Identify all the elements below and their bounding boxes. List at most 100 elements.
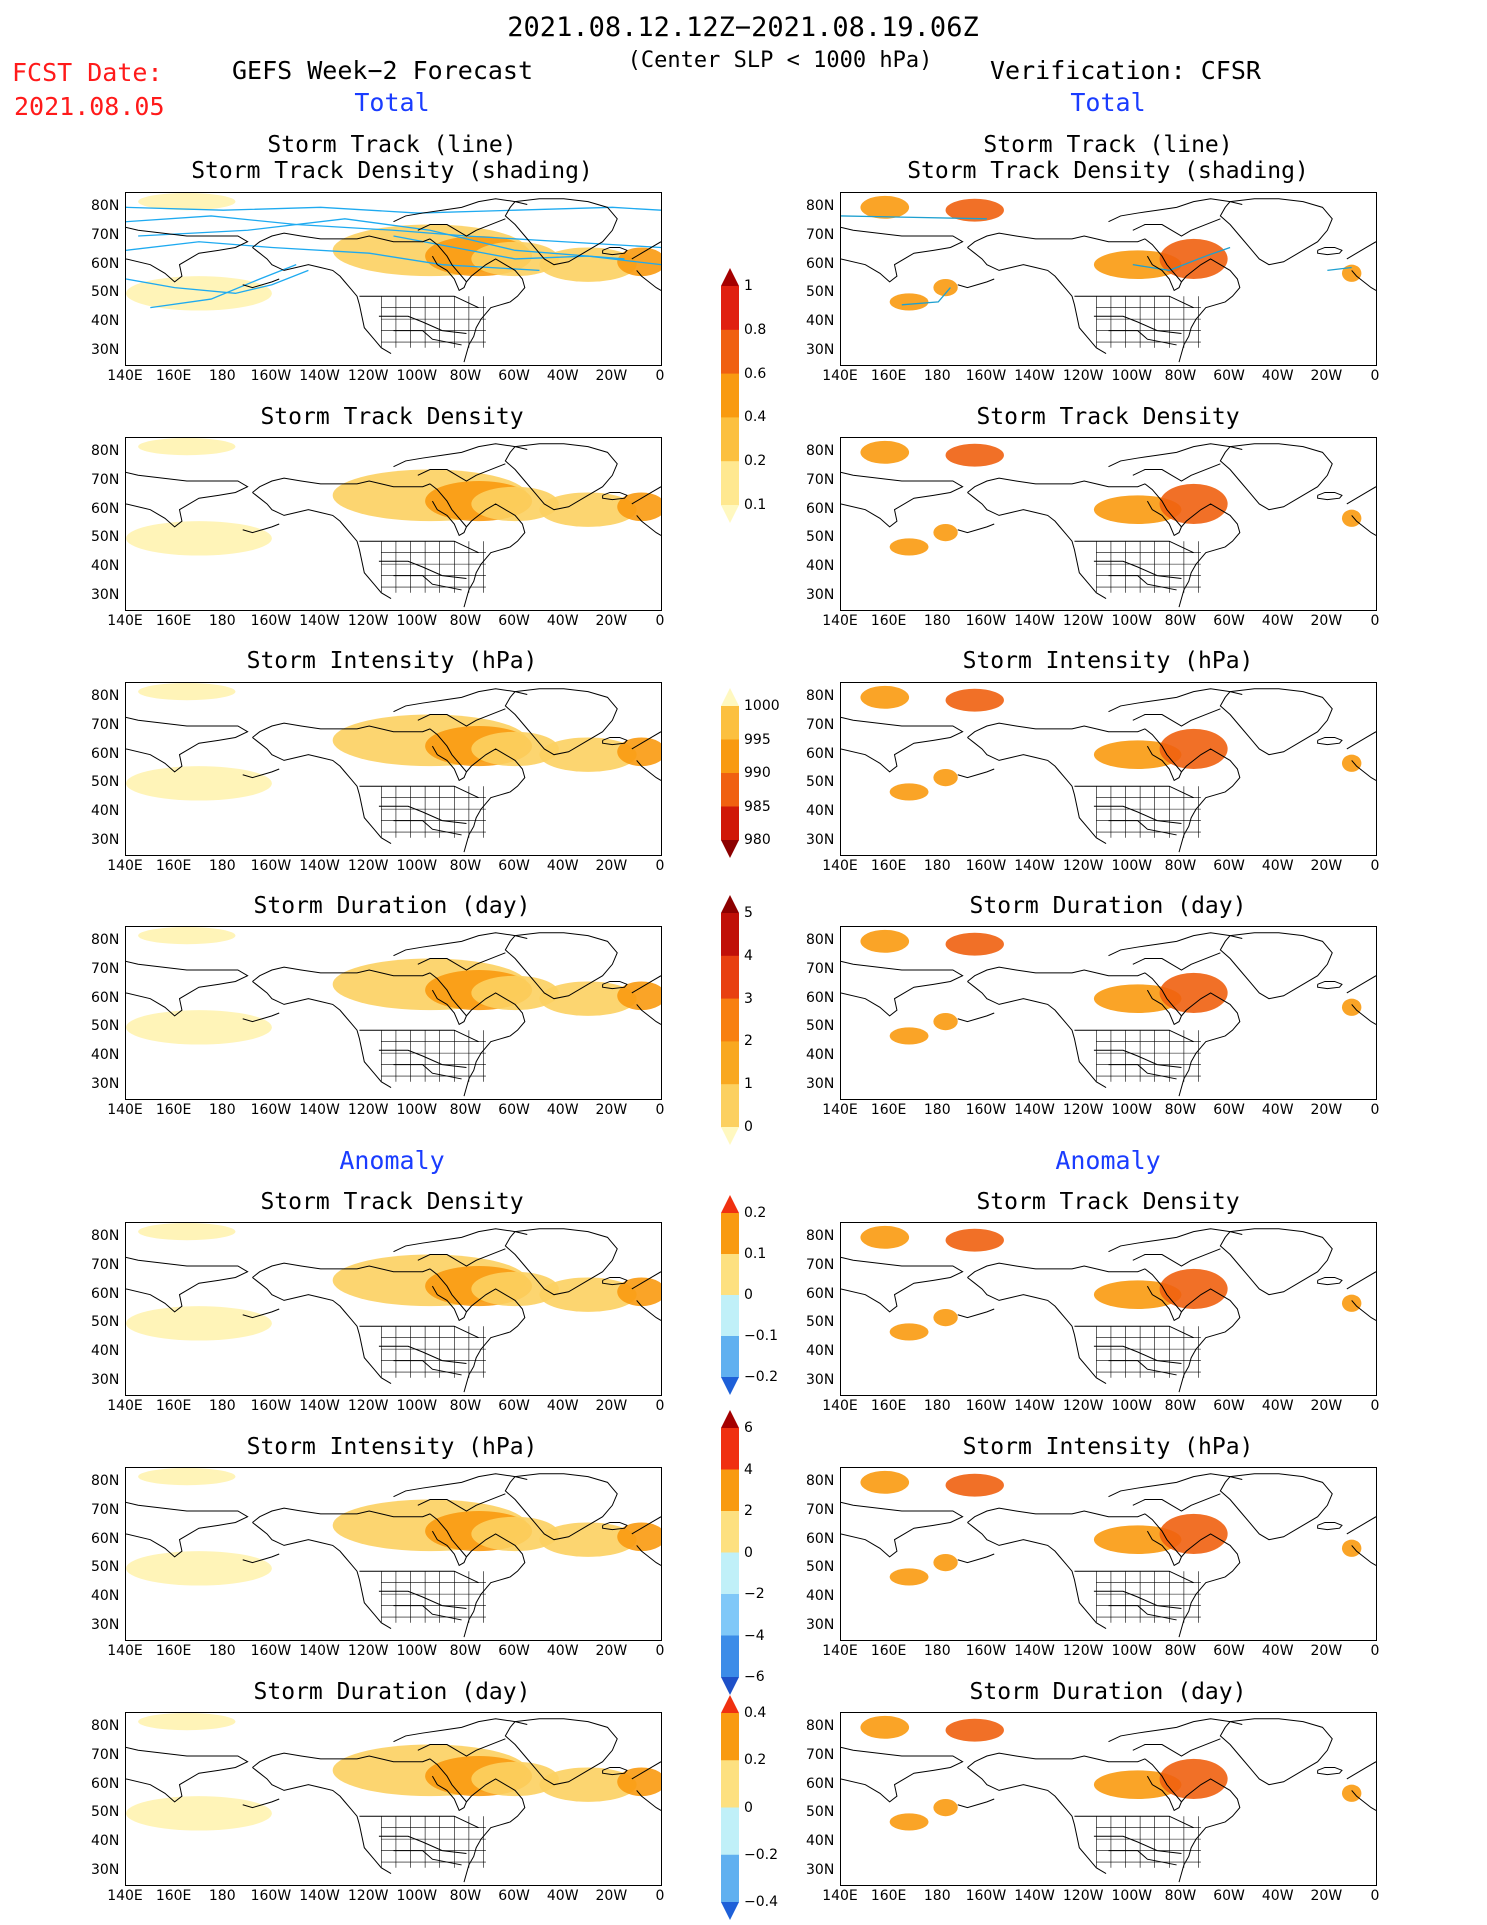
storm-track-line xyxy=(150,264,297,309)
coastline xyxy=(393,330,462,346)
colorbar-label: 985 xyxy=(744,798,771,815)
coastline xyxy=(1144,1513,1183,1567)
coastline xyxy=(631,731,661,750)
colorbar-segment xyxy=(721,1254,739,1296)
coastline xyxy=(378,1049,467,1068)
coastline xyxy=(1093,805,1182,824)
lat-tick-label: 80N xyxy=(91,1718,120,1735)
map-panel-verification-4 xyxy=(840,926,1377,1100)
coastline xyxy=(242,768,280,779)
coastline xyxy=(1351,515,1376,536)
lon-tick-label: 80W xyxy=(449,1398,482,1414)
coastline xyxy=(359,1029,479,1043)
coastline xyxy=(1219,443,1333,511)
colorbar-label: 5 xyxy=(744,905,753,921)
coastline xyxy=(1346,486,1376,505)
lat-tick-label: 40N xyxy=(91,1047,120,1063)
field-shading xyxy=(138,927,236,945)
coastline xyxy=(1178,1288,1241,1393)
field-shading xyxy=(860,440,910,464)
lon-tick-label: 0 xyxy=(1370,1888,1380,1904)
lon-tick-label: 160E xyxy=(155,858,192,874)
lat-tick-label: 30N xyxy=(806,1861,835,1878)
coastline xyxy=(463,258,526,363)
lat-tick-label: 50N xyxy=(91,1804,120,1821)
coastline xyxy=(393,575,462,591)
coastline xyxy=(1219,1718,1333,1786)
lon-tick-label: 60W xyxy=(498,1102,530,1118)
lon-tick-label: 80W xyxy=(449,1888,482,1904)
lon-tick-label: 160W xyxy=(965,1643,1007,1659)
field-shading xyxy=(539,737,637,772)
lon-tick-label: 140E xyxy=(107,1102,143,1118)
coastline xyxy=(417,218,506,237)
coastline xyxy=(1093,315,1182,334)
lat-tick-label: 70N xyxy=(806,1257,835,1273)
lat-tick-label: 40N xyxy=(91,803,120,819)
lon-tick-label: 0 xyxy=(1370,1643,1380,1659)
coastline xyxy=(1132,218,1221,237)
lon-tick-label: 0 xyxy=(655,613,665,629)
lon-tick-label: 160E xyxy=(870,368,907,384)
coastline xyxy=(417,1248,506,1267)
lon-tick-label: 120W xyxy=(1062,1888,1104,1904)
lat-tick-label: 30N xyxy=(91,1371,120,1388)
lon-tick-label: 180 xyxy=(208,1643,236,1659)
coastline xyxy=(1108,198,1243,223)
panel-title-right-6: Storm Intensity (hPa) xyxy=(962,1434,1254,1460)
coastline xyxy=(631,1516,661,1535)
lon-tick-label: 160W xyxy=(965,613,1007,629)
field-shading xyxy=(889,1813,929,1831)
colorbar-segment xyxy=(721,1336,739,1378)
colorbar-label: −6 xyxy=(744,1669,765,1685)
map-panel-verification-2 xyxy=(840,437,1377,611)
colorbar-segment xyxy=(721,1713,739,1761)
lat-tick-label: 50N xyxy=(806,774,835,791)
coastline xyxy=(636,515,661,536)
colorbar-segment xyxy=(721,1594,739,1636)
lon-tick-label: 160W xyxy=(965,1888,1007,1904)
lat-tick-label: 80N xyxy=(91,688,120,705)
colorbar-label: 0.2 xyxy=(744,453,767,470)
lat-tick-label: 60N xyxy=(806,255,835,272)
field-shading xyxy=(617,981,661,1011)
field-shading xyxy=(1159,238,1228,279)
coastline xyxy=(393,1605,462,1621)
coastline xyxy=(378,315,467,334)
lon-tick-label: 40W xyxy=(546,1643,579,1659)
lon-tick-label: 120W xyxy=(1062,1398,1104,1414)
lat-tick-label: 50N xyxy=(91,1559,120,1576)
lon-tick-label: 0 xyxy=(1370,858,1380,874)
lon-tick-label: 120W xyxy=(1062,368,1104,384)
lat-tick-label: 30N xyxy=(91,341,120,358)
map-canvas xyxy=(841,195,1376,363)
lat-tick-label: 50N xyxy=(806,1804,835,1821)
lon-tick-label: 80W xyxy=(449,368,482,384)
map-canvas xyxy=(841,685,1376,853)
field-shading xyxy=(860,685,910,709)
field-shading xyxy=(138,193,236,211)
coastline xyxy=(1074,1570,1194,1584)
lon-tick-label: 140E xyxy=(107,858,143,874)
lon-tick-label: 20W xyxy=(1310,1398,1343,1414)
coastline xyxy=(602,1276,628,1286)
field-shading xyxy=(126,1306,272,1341)
map-canvas xyxy=(126,927,661,1097)
colorbar-segment xyxy=(721,773,739,807)
colorbar-label: 980 xyxy=(744,832,771,848)
field-shading xyxy=(1093,1280,1182,1309)
colorbar-label: 0.1 xyxy=(744,497,767,513)
field-shading xyxy=(1341,998,1362,1016)
coastline xyxy=(602,1766,628,1776)
coastline xyxy=(359,295,479,309)
field-shading xyxy=(1093,1770,1182,1799)
coastline xyxy=(1132,708,1221,727)
coastline xyxy=(1108,932,1243,957)
lat-tick-label: 40N xyxy=(91,1588,120,1604)
coastline xyxy=(841,1501,964,1558)
coastline xyxy=(1346,731,1376,750)
colorbar-segment xyxy=(721,1469,739,1512)
lat-tick-label: 60N xyxy=(91,745,120,762)
field-shading xyxy=(126,766,272,801)
lon-tick-label: 40W xyxy=(546,613,579,629)
